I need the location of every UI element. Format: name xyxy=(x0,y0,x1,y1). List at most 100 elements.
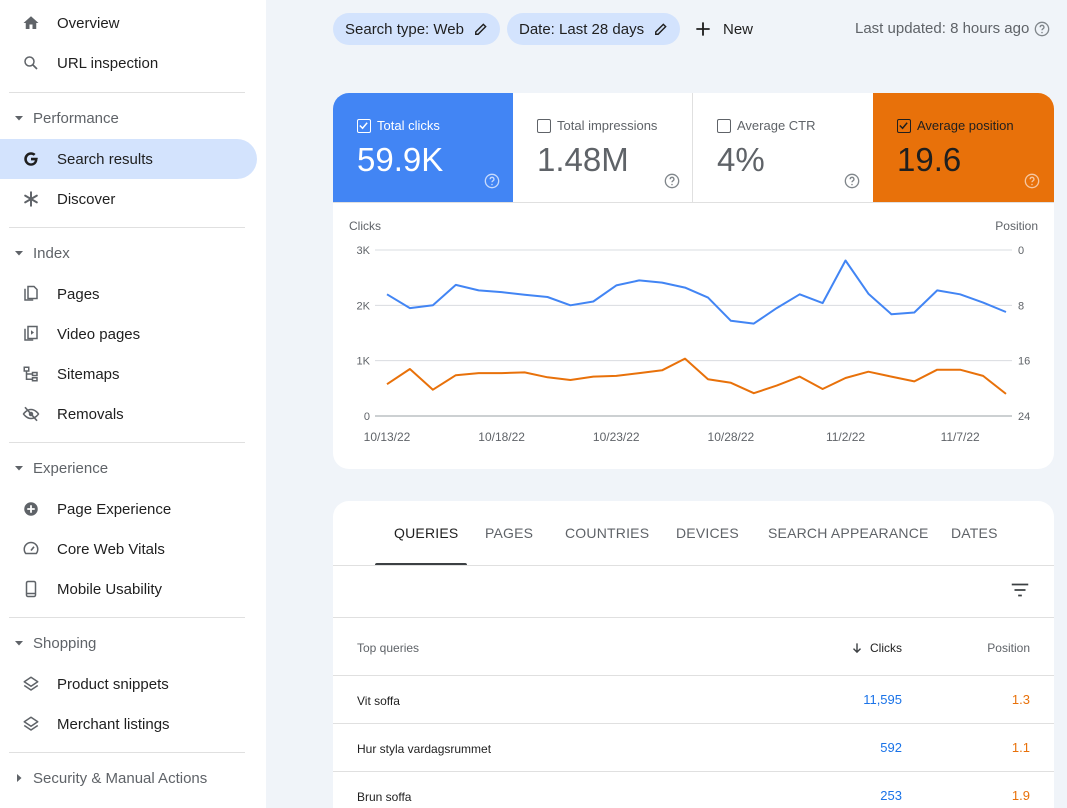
x-tick-label: 11/2/22 xyxy=(826,430,865,444)
phone-icon xyxy=(21,579,41,599)
nav-label: Page Experience xyxy=(57,500,172,518)
metric-average-position[interactable]: Average position 19.6 xyxy=(873,93,1054,202)
active-tab-indicator xyxy=(375,563,467,566)
checkbox-checked-icon xyxy=(357,119,371,133)
chip-label: Date: Last 28 days xyxy=(519,20,645,38)
x-tick-label: 11/7/22 xyxy=(941,430,980,444)
nav-pages[interactable]: Pages xyxy=(0,274,257,314)
divider xyxy=(9,442,245,443)
query-cell: Hur styla vardagsrummet xyxy=(357,742,492,756)
tabs-divider xyxy=(333,565,1054,566)
metric-bottom-border xyxy=(333,202,1054,203)
pages-icon xyxy=(21,284,41,304)
col-header-clicks-label: Clicks xyxy=(870,641,902,655)
layers-icon xyxy=(21,674,41,694)
metric-divider xyxy=(692,93,693,202)
clicks-cell: 253 xyxy=(880,788,902,803)
nav-label: Discover xyxy=(57,190,116,208)
x-tick-label: 10/13/22 xyxy=(364,430,411,444)
nav-video-pages[interactable]: Video pages xyxy=(0,314,257,354)
pencil-icon xyxy=(474,22,488,36)
layers-icon xyxy=(21,714,41,734)
x-tick-label: 10/23/22 xyxy=(593,430,640,444)
caret-down-icon xyxy=(14,248,24,258)
left-tick-label: 0 xyxy=(364,411,370,423)
last-updated-text: Last updated: 8 hours ago xyxy=(855,20,1030,37)
nav-label: Search results xyxy=(57,150,153,168)
tab-pages[interactable]: PAGES xyxy=(485,525,534,541)
nav-label: Mobile Usability xyxy=(57,580,163,598)
left-tick-label: 1K xyxy=(357,356,371,368)
search-icon xyxy=(21,53,41,73)
nav-label: Pages xyxy=(57,285,100,303)
sitemap-icon xyxy=(21,364,41,384)
right-tick-label: 16 xyxy=(1018,356,1030,368)
nav-discover[interactable]: Discover xyxy=(0,179,257,219)
divider xyxy=(9,617,245,618)
nav-label: Removals xyxy=(57,405,124,423)
query-cell: Vit soffa xyxy=(357,694,400,708)
clicks-cell: 11,595 xyxy=(863,692,902,707)
section-label: Experience xyxy=(33,459,109,477)
filter-icon[interactable] xyxy=(1009,579,1031,601)
section-performance[interactable]: Performance xyxy=(0,103,257,133)
metric-total-impressions[interactable]: Total impressions 1.48M xyxy=(513,93,693,202)
nav-label: Merchant listings xyxy=(57,715,170,733)
tab-queries[interactable]: QUERIES xyxy=(394,525,459,541)
col-header-position[interactable]: Position xyxy=(987,641,1030,655)
metric-total-clicks[interactable]: Total clicks 59.9K xyxy=(333,93,513,202)
metric-average-ctr[interactable]: Average CTR 4% xyxy=(693,93,873,202)
chip-label: Search type: Web xyxy=(345,20,464,38)
pencil-icon xyxy=(654,22,668,36)
section-label: Shopping xyxy=(33,634,97,652)
help-icon[interactable] xyxy=(1034,21,1050,37)
nav-merchant-listings[interactable]: Merchant listings xyxy=(0,704,257,744)
nav-core-web-vitals[interactable]: Core Web Vitals xyxy=(0,529,257,569)
help-icon[interactable] xyxy=(484,173,500,189)
arrow-down-icon xyxy=(853,643,861,654)
section-experience[interactable]: Experience xyxy=(0,453,257,483)
nav-label: URL inspection xyxy=(57,54,159,72)
tab-dates[interactable]: DATES xyxy=(951,525,998,541)
col-header-top-queries[interactable]: Top queries xyxy=(357,641,420,655)
right-tick-label: 0 xyxy=(1018,245,1024,257)
section-shopping[interactable]: Shopping xyxy=(0,628,257,658)
divider xyxy=(9,227,245,228)
nav-label: Video pages xyxy=(57,325,141,343)
help-icon[interactable] xyxy=(844,173,860,189)
new-filter-button[interactable]: New xyxy=(693,13,753,45)
divider xyxy=(9,752,245,753)
checkbox-icon xyxy=(717,119,731,133)
section-index[interactable]: Index xyxy=(0,238,257,268)
nav-product-snippets[interactable]: Product snippets xyxy=(0,664,257,704)
col-header-clicks[interactable]: Clicks xyxy=(850,641,902,655)
search-type-chip[interactable]: Search type: Web xyxy=(333,13,500,45)
metric-label: Average position xyxy=(917,118,1014,133)
eye-off-icon xyxy=(21,404,41,424)
help-icon[interactable] xyxy=(1024,173,1040,189)
row-divider xyxy=(333,771,1054,772)
section-label: Security & Manual Actions xyxy=(33,769,208,787)
series-line-clicks[interactable] xyxy=(386,259,1007,325)
help-icon[interactable] xyxy=(664,173,680,189)
nav-sitemaps[interactable]: Sitemaps xyxy=(0,354,257,394)
section-security-manual-actions[interactable]: Security & Manual Actions xyxy=(0,763,257,793)
tab-countries[interactable]: COUNTRIES xyxy=(565,525,650,541)
divider xyxy=(9,92,245,93)
nav-search-results[interactable]: Search results xyxy=(0,139,257,179)
caret-right-icon xyxy=(14,773,24,783)
date-range-chip[interactable]: Date: Last 28 days xyxy=(507,13,681,45)
nav-overview[interactable]: Overview xyxy=(0,3,257,43)
metric-value: 19.6 xyxy=(897,141,962,178)
tab-search-appearance[interactable]: SEARCH APPEARANCE xyxy=(768,525,929,541)
nav-removals[interactable]: Removals xyxy=(0,394,257,434)
query-cell: Brun soffa xyxy=(357,790,412,804)
nav-mobile-usability[interactable]: Mobile Usability xyxy=(0,569,257,609)
left-axis-title: Clicks xyxy=(349,219,381,233)
plus-circle-icon xyxy=(21,499,41,519)
series-line-position[interactable] xyxy=(386,357,1007,395)
tab-devices[interactable]: DEVICES xyxy=(676,525,739,541)
nav-url-inspection[interactable]: URL inspection xyxy=(0,43,257,83)
toolbar-divider xyxy=(333,617,1054,618)
nav-page-experience[interactable]: Page Experience xyxy=(0,489,257,529)
